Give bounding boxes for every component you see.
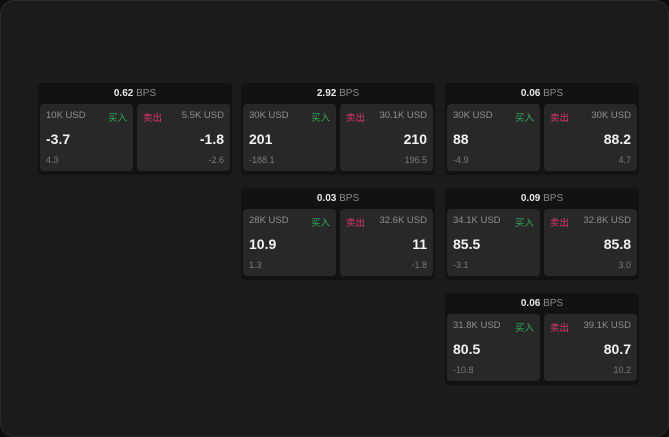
sell-price: -1.8	[199, 131, 224, 147]
sell-label: 卖出	[550, 218, 570, 229]
buy-label: 买入	[514, 218, 534, 229]
buy-label: 买入	[107, 113, 127, 124]
buy-change: -188.1	[249, 155, 275, 165]
buy-price: 85.5	[453, 236, 481, 252]
spread-unit: BPS	[339, 193, 360, 204]
buy-label: 买入	[514, 323, 534, 334]
buy-button[interactable]: 30K USD 买入 201 -188.1	[243, 104, 336, 171]
quote-card: 0.06 BPS 31.8K USD 买入 80.5 -10.8 卖出 39.1K …	[445, 293, 639, 385]
buy-label: 买入	[514, 113, 534, 124]
spread-unit: BPS	[543, 298, 564, 309]
sell-button[interactable]: 卖出 30K USD 88.2 4.7	[544, 104, 637, 171]
buy-change: -10.8	[453, 365, 474, 375]
quote-card: 2.92 BPS 30K USD 买入 201 -188.1 卖出 30.1K US…	[241, 83, 435, 175]
spread-unit: BPS	[136, 88, 157, 99]
spread-header: 0.62 BPS	[38, 83, 232, 104]
spread-value: 2.92	[316, 88, 337, 99]
buy-change: -4.9	[453, 155, 469, 165]
sell-button[interactable]: 卖出 39.1K USD 80.7 10.2	[544, 314, 637, 381]
spread-value: 0.03	[316, 193, 337, 204]
buy-size: 30K USD	[453, 110, 493, 121]
spread-value: 0.06	[520, 88, 541, 99]
buy-size: 10K USD	[46, 110, 86, 121]
spread-unit: BPS	[339, 88, 360, 99]
spread-value: 0.62	[113, 88, 134, 99]
sell-size: 39.1K USD	[583, 320, 631, 331]
buy-change: 4.3	[46, 155, 59, 165]
sell-button[interactable]: 卖出 32.8K USD 85.8 3.0	[544, 209, 637, 276]
sell-size: 32.6K USD	[379, 215, 427, 226]
buy-size: 31.8K USD	[453, 320, 501, 331]
sell-change: -1.8	[411, 260, 427, 270]
buy-size: 30K USD	[249, 110, 289, 121]
quote-card: 0.03 BPS 28K USD 买入 10.9 1.3 卖出 32.6K USD …	[241, 188, 435, 280]
buy-label: 买入	[310, 113, 330, 124]
buy-label: 买入	[310, 218, 330, 229]
quote-card: 0.06 BPS 30K USD 买入 88 -4.9 卖出 30K USD 88.…	[445, 83, 639, 175]
sell-button[interactable]: 卖出 30.1K USD 210 196.5	[340, 104, 433, 171]
sell-size: 30.1K USD	[379, 110, 427, 121]
buy-price: 10.9	[249, 236, 277, 252]
sell-change: 3.0	[618, 260, 631, 270]
sell-price: 88.2	[603, 131, 631, 147]
sell-price: 85.8	[603, 236, 631, 252]
buy-price: 88	[453, 131, 469, 147]
buy-price: 80.5	[453, 341, 481, 357]
buy-price: 201	[249, 131, 273, 147]
sell-size: 5.5K USD	[181, 110, 224, 121]
spread-header: 0.06 BPS	[445, 293, 639, 314]
sell-change: 4.7	[618, 155, 631, 165]
sell-label: 卖出	[346, 218, 366, 229]
sell-change: 196.5	[404, 155, 427, 165]
buy-button[interactable]: 31.8K USD 买入 80.5 -10.8	[447, 314, 540, 381]
sell-change: -2.6	[208, 155, 224, 165]
spread-header: 0.09 BPS	[445, 188, 639, 209]
sell-price: 11	[412, 236, 427, 252]
sell-size: 30K USD	[591, 110, 631, 121]
sell-size: 32.8K USD	[583, 215, 631, 226]
quote-card: 0.62 BPS 10K USD 买入 -3.7 4.3 卖出 5.5K USD -…	[38, 83, 232, 175]
buy-button[interactable]: 28K USD 买入 10.9 1.3	[243, 209, 336, 276]
buy-change: 1.3	[249, 260, 262, 270]
buy-button[interactable]: 34.1K USD 买入 85.5 -3.1	[447, 209, 540, 276]
buy-size: 34.1K USD	[453, 215, 501, 226]
sell-button[interactable]: 卖出 5.5K USD -1.8 -2.6	[137, 104, 230, 171]
spread-header: 0.06 BPS	[445, 83, 639, 104]
sell-price: 80.7	[603, 341, 631, 357]
buy-button[interactable]: 10K USD 买入 -3.7 4.3	[40, 104, 133, 171]
quote-card: 0.09 BPS 34.1K USD 买入 85.5 -3.1 卖出 32.8K U…	[445, 188, 639, 280]
buy-change: -3.1	[453, 260, 469, 270]
buy-price: -3.7	[46, 131, 71, 147]
spread-value: 0.09	[520, 193, 541, 204]
spread-header: 2.92 BPS	[241, 83, 435, 104]
sell-change: 10.2	[613, 365, 631, 375]
buy-button[interactable]: 30K USD 买入 88 -4.9	[447, 104, 540, 171]
sell-label: 卖出	[346, 113, 366, 124]
sell-price: 210	[403, 131, 427, 147]
spread-unit: BPS	[543, 88, 564, 99]
spread-unit: BPS	[543, 193, 564, 204]
sell-button[interactable]: 卖出 32.6K USD 11 -1.8	[340, 209, 433, 276]
sell-label: 卖出	[550, 323, 570, 334]
buy-size: 28K USD	[249, 215, 289, 226]
sell-label: 卖出	[143, 113, 163, 124]
spread-value: 0.06	[520, 298, 541, 309]
spread-header: 0.03 BPS	[241, 188, 435, 209]
sell-label: 卖出	[550, 113, 570, 124]
